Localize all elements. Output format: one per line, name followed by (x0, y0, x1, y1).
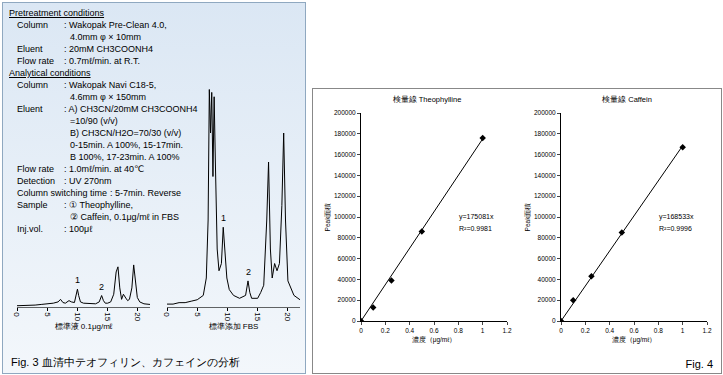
svg-text:120000: 120000 (334, 192, 356, 199)
svg-text:R²=0.9981: R²=0.9981 (459, 225, 492, 232)
html-text:: 20mM CH3COONH4: : 20mM CH3COONH4 (64, 44, 153, 54)
html-text:B 100%, 17-23min. A 100%: B 100%, 17-23min. A 100% (70, 152, 180, 162)
svg-text:140000: 140000 (534, 172, 556, 179)
svg-text:20: 20 (133, 312, 142, 321)
svg-text:1.2: 1.2 (702, 327, 711, 334)
svg-text:5: 5 (43, 312, 52, 317)
svg-text:120000: 120000 (534, 192, 556, 199)
html-text:Flow rate: Flow rate (17, 164, 54, 174)
svg-text:0.8: 0.8 (454, 327, 463, 334)
svg-text:標準液 0.1μg/mℓ: 標準液 0.1μg/mℓ (55, 322, 113, 331)
html-text:Column: Column (17, 20, 48, 30)
svg-text:60000: 60000 (538, 255, 556, 262)
html-text:: 1.0mℓ/min. at 40℃: : 1.0mℓ/min. at 40℃ (64, 164, 144, 174)
svg-text:2: 2 (246, 267, 251, 277)
html-text:Column: Column (17, 80, 48, 90)
svg-text:160000: 160000 (534, 151, 556, 158)
svg-text:Peak面積: Peak面積 (324, 203, 331, 232)
svg-text:0.4: 0.4 (405, 327, 414, 334)
svg-text:20: 20 (283, 312, 292, 321)
svg-text:標準添加 FBS: 標準添加 FBS (209, 322, 259, 331)
svg-text:0.6: 0.6 (429, 327, 438, 334)
svg-text:0.4: 0.4 (605, 327, 614, 334)
svg-text:0.6: 0.6 (629, 327, 638, 334)
svg-text:40000: 40000 (538, 276, 556, 283)
svg-text:検量線 Theophylline: 検量線 Theophylline (393, 95, 462, 104)
svg-text:0.2: 0.2 (381, 327, 390, 334)
html-text:Pretreatment conditions: Pretreatment conditions (9, 8, 105, 18)
svg-text:2: 2 (99, 282, 104, 292)
svg-text:80000: 80000 (338, 234, 356, 241)
html-text:Column switching time : 5-7min: Column switching time : 5-7min. Reverse (17, 188, 182, 198)
svg-text:濃度（μg/mℓ）: 濃度（μg/mℓ） (612, 336, 657, 344)
html-text:: 0.7mℓ/min. at R.T.: : 0.7mℓ/min. at R.T. (64, 56, 140, 66)
svg-text:0: 0 (162, 312, 171, 317)
svg-text:1: 1 (75, 275, 80, 285)
svg-text:200000: 200000 (334, 109, 356, 116)
svg-text:0: 0 (552, 317, 556, 324)
svg-text:y=175081x: y=175081x (459, 213, 494, 221)
svg-text:Peak面積: Peak面積 (524, 203, 531, 232)
html-text:B) CH3CN/H2O=70/30 (v/v): B) CH3CN/H2O=70/30 (v/v) (70, 128, 182, 138)
svg-text:15: 15 (253, 312, 262, 321)
html-text:Detection: Detection (17, 176, 55, 186)
html-text:: Wakopak Navi C18-5,: : Wakopak Navi C18-5, (64, 80, 157, 90)
svg-text:100000: 100000 (534, 213, 556, 220)
html-text:Fig. 4: Fig. 4 (685, 358, 713, 370)
html-text:: 100μℓ: : 100μℓ (64, 224, 93, 234)
svg-text:15: 15 (103, 312, 112, 321)
html-text:② Caffein, 0.1μg/mℓ in FBS: ② Caffein, 0.1μg/mℓ in FBS (70, 212, 179, 222)
svg-text:10: 10 (223, 312, 232, 321)
svg-text:濃度（μg/mℓ）: 濃度（μg/mℓ） (412, 336, 457, 344)
svg-text:検量線 Caffein: 検量線 Caffein (602, 95, 652, 104)
html-text:Analytical conditions: Analytical conditions (9, 68, 91, 78)
html-text:Eluent: Eluent (17, 44, 43, 54)
svg-text:140000: 140000 (334, 172, 356, 179)
html-text:Flow rate: Flow rate (17, 56, 54, 66)
html-text:Fig. 3 血清中テオフィリン、カフェインの分析: Fig. 3 血清中テオフィリン、カフェインの分析 (11, 356, 240, 368)
html-text:: UV 270nm: : UV 270nm (64, 176, 112, 186)
html-text:Eluent: Eluent (17, 104, 43, 114)
svg-text:0: 0 (559, 327, 563, 334)
svg-text:1: 1 (681, 327, 685, 334)
html-text:4.0mm φ × 10mm: 4.0mm φ × 10mm (70, 32, 142, 42)
svg-text:0: 0 (352, 317, 356, 324)
html-text:4.6mm φ × 150mm: 4.6mm φ × 150mm (70, 92, 147, 102)
svg-text:y=168533x: y=168533x (659, 213, 694, 221)
html-text:=10/90 (v/v): =10/90 (v/v) (70, 116, 118, 126)
html-text:Inj.vol.: Inj.vol. (17, 224, 43, 234)
svg-text:160000: 160000 (334, 151, 356, 158)
svg-text:1.2: 1.2 (502, 327, 511, 334)
svg-text:0.2: 0.2 (581, 327, 590, 334)
svg-text:20000: 20000 (538, 296, 556, 303)
svg-text:100000: 100000 (334, 213, 356, 220)
svg-text:20000: 20000 (338, 296, 356, 303)
html-text:: Wakopak Pre-Clean 4.0,: : Wakopak Pre-Clean 4.0, (64, 20, 167, 30)
svg-text:0.8: 0.8 (654, 327, 663, 334)
html-text:Sample: Sample (17, 200, 48, 210)
svg-text:200000: 200000 (534, 109, 556, 116)
svg-text:40000: 40000 (338, 276, 356, 283)
svg-text:0: 0 (359, 327, 363, 334)
svg-text:5: 5 (193, 312, 202, 317)
svg-text:180000: 180000 (534, 130, 556, 137)
html-text:0-15min. A 100%, 15-17min.: 0-15min. A 100%, 15-17min. (70, 140, 184, 150)
svg-text:1: 1 (221, 213, 226, 223)
svg-text:60000: 60000 (338, 255, 356, 262)
svg-text:1: 1 (481, 327, 485, 334)
svg-text:0: 0 (12, 312, 21, 317)
svg-text:10: 10 (73, 312, 82, 321)
html-text:: A) CH3CN/20mM CH3COONH4: : A) CH3CN/20mM CH3COONH4 (64, 104, 198, 114)
svg-text:80000: 80000 (538, 234, 556, 241)
svg-text:180000: 180000 (334, 130, 356, 137)
html-text:: ① Theophylline,: : ① Theophylline, (64, 200, 133, 210)
svg-text:R²=0.9996: R²=0.9996 (659, 225, 692, 232)
